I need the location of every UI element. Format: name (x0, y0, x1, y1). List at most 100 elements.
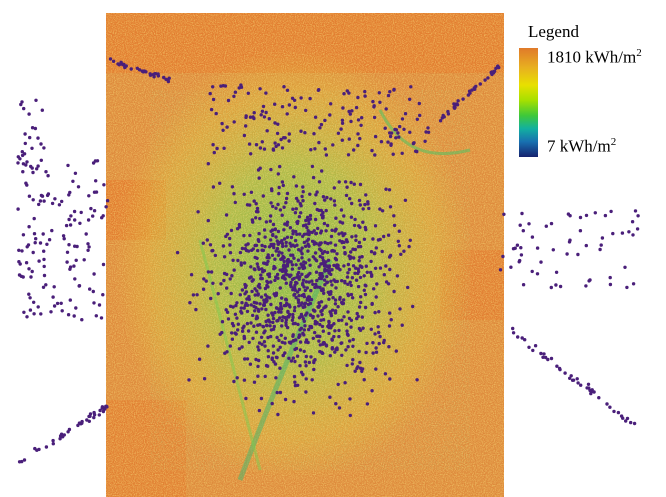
building-point (265, 255, 269, 260)
building-point (175, 250, 180, 255)
building-point (279, 307, 284, 311)
building-point (101, 262, 106, 267)
building-point (576, 252, 580, 257)
building-point (378, 207, 382, 211)
building-point (296, 300, 301, 305)
building-point (361, 220, 365, 224)
building-point (483, 78, 487, 82)
building-point (65, 250, 70, 254)
building-point (21, 233, 26, 237)
building-point (100, 405, 105, 409)
building-point (313, 285, 317, 290)
building-point (235, 376, 239, 380)
building-point (397, 244, 401, 248)
building-point (426, 130, 431, 134)
building-point (252, 380, 257, 384)
building-point (211, 185, 216, 189)
building-point (323, 147, 327, 151)
building-point (271, 147, 275, 151)
building-point (202, 277, 206, 281)
building-point (260, 248, 264, 252)
building-point (357, 326, 362, 331)
building-point (68, 265, 73, 269)
building-point (278, 208, 283, 212)
building-point (242, 233, 246, 238)
building-point (292, 374, 297, 379)
building-point (277, 191, 281, 196)
building-point (279, 333, 283, 337)
building-point (303, 360, 308, 364)
building-point (78, 221, 82, 225)
building-point (320, 262, 324, 266)
building-point (386, 233, 391, 237)
building-point (300, 194, 304, 199)
building-point (245, 321, 250, 326)
building-point (353, 217, 357, 222)
building-point (289, 235, 294, 240)
building-point (249, 152, 253, 156)
building-point (298, 364, 302, 368)
building-point (308, 217, 313, 221)
building-point (349, 119, 353, 124)
building-point (388, 90, 392, 94)
building-point (393, 127, 397, 132)
building-point (17, 273, 22, 277)
building-point (284, 320, 288, 325)
building-point (365, 341, 369, 346)
building-point (201, 287, 206, 291)
building-point (278, 366, 282, 370)
building-point (91, 289, 96, 294)
building-point (283, 315, 287, 320)
building-point (269, 238, 273, 242)
building-point (215, 146, 219, 151)
building-point (220, 121, 224, 126)
building-point (34, 98, 38, 103)
building-point (57, 203, 62, 207)
building-point (281, 244, 285, 249)
building-point (363, 94, 367, 98)
building-point (546, 357, 550, 362)
building-point (229, 228, 234, 233)
building-point (333, 256, 338, 261)
building-point (287, 248, 291, 252)
building-point (299, 204, 303, 208)
building-point (383, 372, 388, 376)
building-point (37, 259, 41, 263)
building-point (624, 419, 628, 423)
building-point (266, 285, 270, 289)
building-point (363, 305, 368, 310)
building-point (333, 311, 338, 315)
building-point (105, 199, 110, 203)
building-point (314, 270, 319, 274)
building-point (299, 96, 303, 100)
building-point (557, 366, 562, 371)
building-point (256, 210, 260, 214)
building-point (342, 298, 346, 302)
building-point (41, 232, 45, 236)
building-point (270, 253, 275, 257)
building-point (86, 248, 90, 252)
building-point (292, 399, 296, 404)
building-point (262, 331, 266, 335)
building-point (565, 252, 569, 256)
building-point (608, 405, 612, 409)
building-point (42, 273, 47, 278)
building-point (356, 284, 361, 289)
building-point (211, 143, 215, 147)
building-point (281, 264, 286, 268)
building-point (27, 267, 31, 271)
building-point (358, 360, 362, 365)
building-point (280, 251, 284, 255)
building-point (211, 85, 215, 89)
building-point (409, 85, 413, 89)
building-point (266, 313, 270, 317)
building-point (441, 113, 445, 118)
building-point (296, 322, 300, 327)
building-point (318, 349, 322, 354)
building-point (563, 371, 567, 375)
building-point (222, 255, 227, 259)
building-point (331, 143, 335, 147)
building-point (236, 322, 240, 326)
building-point (309, 288, 313, 293)
building-point (42, 199, 46, 203)
